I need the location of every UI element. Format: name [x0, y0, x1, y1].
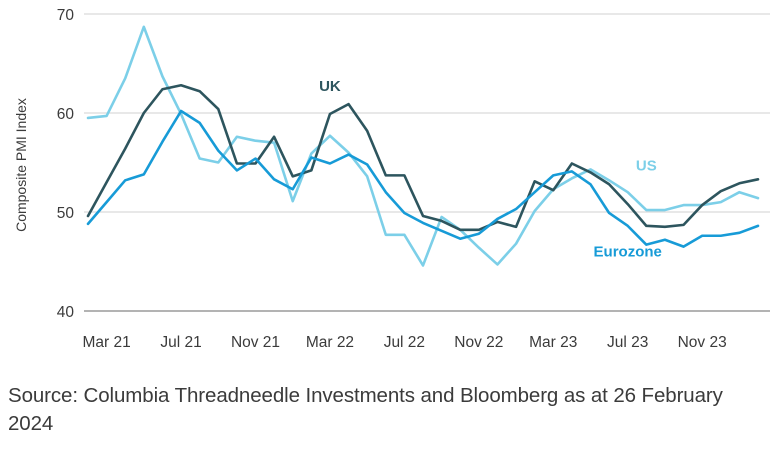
x-axis-tick-label: Jul 23 — [607, 334, 648, 351]
y-axis-tick-labels: 40 50 60 70 — [57, 7, 75, 321]
x-axis-tick-label: Nov 21 — [231, 334, 280, 351]
y-axis-tick-label: 50 — [57, 205, 75, 222]
y-axis-tick-label: 60 — [57, 106, 75, 123]
x-axis-tick-label: Nov 22 — [454, 334, 503, 351]
x-axis-tick-label: Mar 23 — [529, 334, 577, 351]
series-inline-labels: UK US Eurozone — [319, 78, 662, 260]
x-axis-tick-label: Mar 21 — [82, 334, 130, 351]
x-axis-tick-label: Nov 23 — [678, 334, 727, 351]
series-line-us — [86, 25, 760, 267]
source-note: Source: Columbia Threadneedle Investment… — [8, 384, 723, 435]
series-lines-group — [86, 25, 760, 267]
series-label-uk: UK — [319, 78, 341, 95]
chart-area: 40 50 60 70 Mar 21 Jul 21 Nov 21 Mar 22 Jul 22 N… — [13, 7, 770, 351]
series-line-eurozone — [86, 109, 760, 248]
x-axis-tick-label: Jul 21 — [160, 334, 201, 351]
x-axis-tick-label: Jul 22 — [384, 334, 425, 351]
series-label-eurozone: Eurozone — [594, 244, 662, 261]
series-line-uk — [86, 83, 760, 232]
x-axis-tick-label: Mar 22 — [306, 334, 354, 351]
y-axis-tick-label: 40 — [57, 304, 75, 321]
y-axis-title: Composite PMI Index — [13, 98, 29, 232]
x-axis-tick-labels: Mar 21 Jul 21 Nov 21 Mar 22 Jul 22 Nov 22 Mar … — [82, 334, 726, 351]
y-axis-tick-label: 70 — [57, 7, 75, 24]
gridlines-group — [84, 13, 770, 312]
line-chart: 40 50 60 70 Mar 21 Jul 21 Nov 21 Mar 22 Jul 22 N… — [13, 7, 770, 351]
series-label-us: US — [636, 157, 657, 174]
